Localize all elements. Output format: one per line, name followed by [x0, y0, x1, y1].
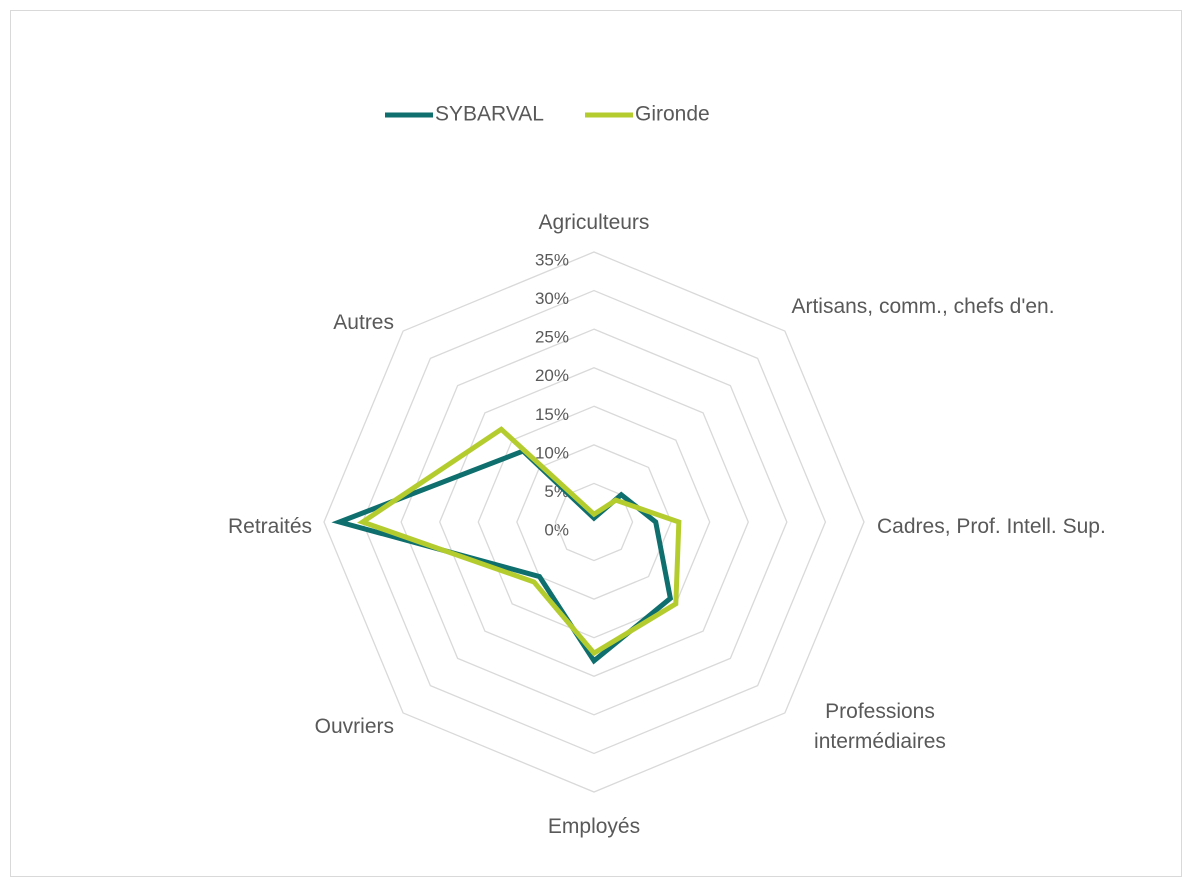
y-tick-label: 35%: [535, 250, 569, 269]
grid-line: [516, 444, 672, 600]
grid-line: [439, 367, 749, 677]
series-line: [331, 448, 674, 665]
y-tick-label: 25%: [535, 328, 569, 347]
y-tick-label: 20%: [535, 366, 569, 385]
category-label: Retraités: [227, 515, 312, 538]
legend-label: Gironde: [635, 103, 710, 126]
grid-line: [400, 328, 788, 716]
y-tick-label: 0%: [544, 520, 569, 539]
category-label: Agriculteurs: [538, 211, 650, 234]
category-label: Professions intermédiaires: [814, 700, 946, 753]
y-tick-label: 30%: [535, 289, 569, 308]
y-tick-label: 15%: [535, 405, 569, 424]
category-label: Cadres, Prof. Intell. Sup.: [877, 515, 1106, 538]
series-line: [357, 426, 682, 657]
y-tick-label: 10%: [535, 443, 569, 462]
category-label: Artisans, comm., chefs d'en.: [791, 295, 1055, 318]
frame: [10, 10, 1182, 877]
grid-line: [323, 251, 865, 793]
category-label: Employés: [547, 815, 641, 838]
category-label: Autres: [333, 311, 394, 334]
grid-line: [477, 405, 711, 639]
legend-label: SYBARVAL: [435, 103, 544, 126]
grid-line: [361, 289, 827, 755]
category-label: Ouvriers: [314, 715, 394, 738]
